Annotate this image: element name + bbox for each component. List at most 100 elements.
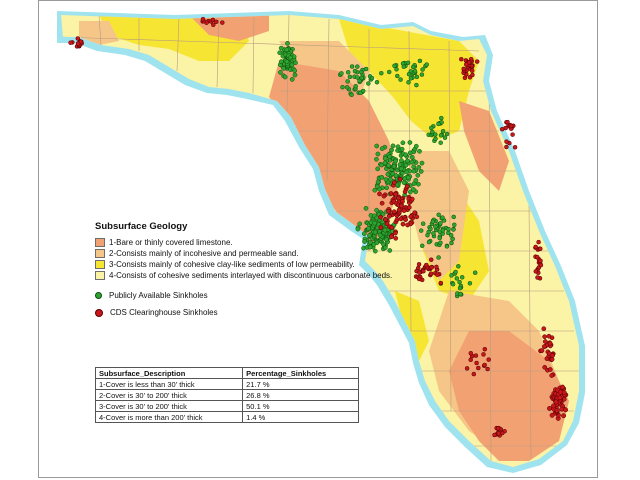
public-sinkhole-marker <box>410 64 416 70</box>
public-sinkhole-marker <box>448 232 454 238</box>
public-sinkhole-marker <box>452 222 457 228</box>
cds-sinkhole-marker <box>428 271 434 276</box>
public-sinkhole-marker <box>416 164 422 170</box>
cds-sinkhole-marker <box>438 280 444 286</box>
cds-sinkhole-marker <box>388 191 394 196</box>
cds-sinkhole-marker <box>560 384 565 390</box>
cds-sinkhole-marker <box>210 17 216 23</box>
cds-sinkhole-marker <box>474 59 480 64</box>
public-sinkhole-marker <box>429 125 434 131</box>
public-sinkhole-marker <box>440 128 446 134</box>
cds-sinkhole-marker <box>462 75 468 81</box>
table-header: Subsurface_Description <box>94 367 244 379</box>
public-sinkhole-marker <box>339 71 344 76</box>
public-sinkhole-marker <box>288 55 293 61</box>
cds-sinkhole-marker <box>549 412 555 418</box>
public-sinkhole-marker <box>363 205 369 211</box>
public-sinkhole-marker <box>454 276 460 281</box>
public-sinkhole-marker <box>382 160 388 166</box>
public-sinkhole-marker <box>450 281 456 287</box>
cds-sinkhole-marker <box>538 262 544 268</box>
public-sinkhole-marker <box>418 169 424 174</box>
cds-sinkhole-marker <box>417 270 422 275</box>
public-sinkhole-marker <box>379 174 385 180</box>
public-sinkhole-marker <box>374 207 379 213</box>
public-sinkhole-marker <box>374 240 380 246</box>
public-sinkhole-marker <box>377 232 383 238</box>
public-sinkhole-marker <box>430 219 436 224</box>
public-sinkhole-marker <box>375 166 381 172</box>
public-sinkhole-marker <box>347 74 353 80</box>
public-sinkhole-marker <box>406 80 411 85</box>
cds-sinkhole-marker <box>396 195 401 201</box>
public-sinkhole-marker <box>393 173 399 178</box>
cds-sinkhole-marker <box>414 214 420 220</box>
public-sinkhole-marker <box>413 143 419 149</box>
public-sinkhole-marker <box>278 70 283 75</box>
zone1-south <box>449 331 569 461</box>
public-sinkhole-marker <box>439 115 444 121</box>
public-sinkhole-marker <box>403 162 409 168</box>
cds-sinkhole-marker <box>387 213 392 219</box>
public-sinkhole-marker <box>431 231 436 236</box>
table-cell: 1-Cover is less than 30' thick <box>94 378 244 390</box>
cds-sinkhole-marker <box>399 203 404 209</box>
cds-sinkhole-marker <box>391 209 397 215</box>
cds-sinkhole-marker <box>476 365 481 371</box>
public-sinkhole-marker <box>391 163 397 169</box>
cds-sinkhole-marker <box>463 62 469 67</box>
florida-map <box>57 11 585 473</box>
legend-label: 4-Consists of cohesive sediments interla… <box>109 271 393 280</box>
public-sinkhole-marker <box>458 291 463 297</box>
cds-sinkhole-marker <box>378 214 383 220</box>
cds-sinkhole-marker <box>378 225 384 230</box>
cds-sinkhole-marker <box>536 239 541 245</box>
cds-sinkhole-marker <box>383 217 388 222</box>
public-sinkhole-marker <box>387 177 393 182</box>
table-row: 3-Cover is 30' to 200' thick 50.1 % <box>94 400 359 412</box>
cds-sinkhole-marker <box>481 352 486 357</box>
public-sinkhole-marker <box>404 169 410 175</box>
table-cell: 21.7 % <box>242 378 359 390</box>
public-sinkhole-marker <box>394 67 399 72</box>
swatch-zone2 <box>95 249 105 258</box>
public-sinkhole-marker <box>386 163 391 168</box>
cds-sinkhole-marker <box>75 41 81 46</box>
public-sinkhole-marker <box>345 79 350 84</box>
cds-sinkhole-marker <box>512 145 518 150</box>
public-sinkhole-marker <box>387 154 393 160</box>
cds-sinkhole-marker <box>541 326 547 332</box>
cds-sinkhole-marker <box>547 340 553 346</box>
legend-label: 2-Consists mainly of incohesive and perm… <box>109 249 299 258</box>
cds-sinkhole-marker <box>471 371 477 377</box>
public-sinkhole-marker <box>459 275 465 280</box>
cds-sinkhole-marker <box>381 193 387 199</box>
public-sinkhole-marker <box>355 75 360 80</box>
public-sinkhole-marker <box>438 240 443 246</box>
public-sinkhole-marker <box>362 239 367 244</box>
cds-sinkhole-marker <box>541 344 547 349</box>
zone3-southwest <box>395 291 429 361</box>
cds-sinkhole-marker <box>553 399 559 405</box>
public-sinkhole-marker <box>369 75 375 81</box>
table-row: 2-Cover is 30' to 200' thick 26.8 % <box>94 389 359 401</box>
public-sinkhole-marker <box>277 50 283 56</box>
legend-item-zone2: 2-Consists mainly of incohesive and perm… <box>95 248 455 259</box>
legend-title: Subsurface Geology <box>95 221 188 232</box>
public-sinkhole-marker <box>281 66 286 71</box>
public-sinkhole-marker <box>457 279 462 285</box>
table-cell: 26.8 % <box>242 389 359 401</box>
public-sinkhole-marker <box>355 64 360 69</box>
public-sinkhole-marker <box>440 228 446 233</box>
public-sinkhole-marker <box>344 85 350 90</box>
public-sinkhole-marker <box>292 72 298 78</box>
public-sinkhole-marker <box>292 68 298 74</box>
public-sinkhole-marker <box>282 74 288 80</box>
cds-sinkhole-marker <box>554 407 560 413</box>
public-sinkhole-marker <box>375 179 381 185</box>
cds-sinkhole-marker <box>485 366 490 372</box>
legend-item-zone4: 4-Consists of cohesive sediments interla… <box>95 270 455 281</box>
cds-sinkhole-marker <box>401 208 407 213</box>
table-cell: 3-Cover is 30' to 200' thick <box>94 400 244 412</box>
cds-sinkhole-marker <box>416 262 422 267</box>
